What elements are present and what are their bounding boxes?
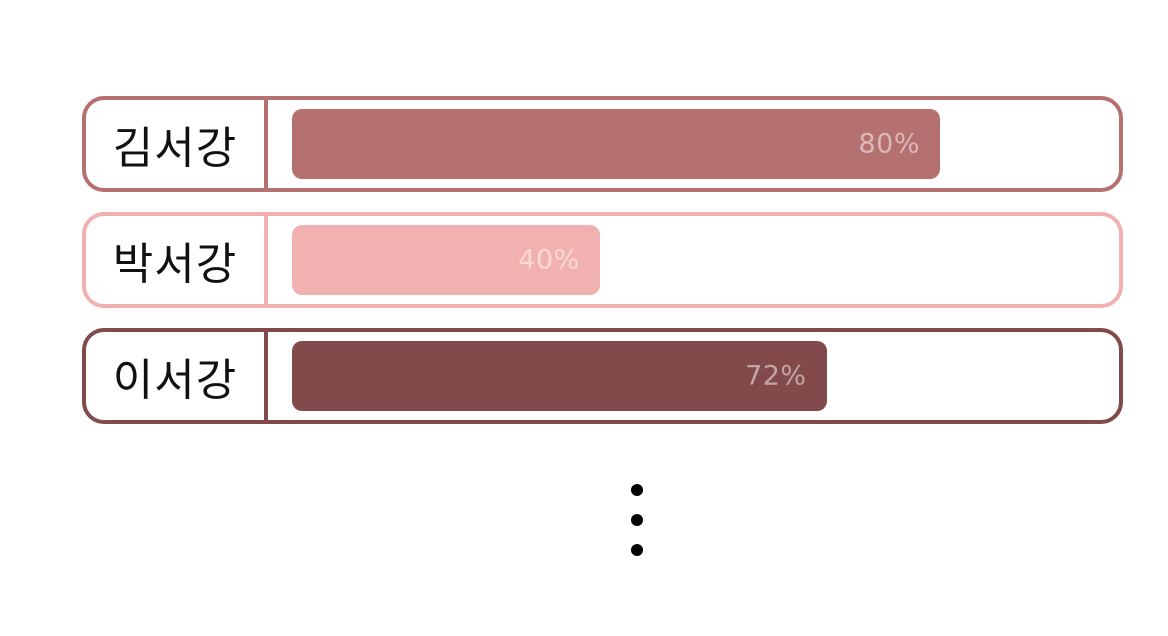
progress-row[interactable]: 이서강 72% xyxy=(82,328,1123,424)
progress-track: 80% xyxy=(292,109,1102,179)
progress-row[interactable]: 박서강 40% xyxy=(82,212,1123,308)
ellipsis-dot xyxy=(631,544,643,556)
progress-list: 김서강 80% 박서강 40% 이서강 72% xyxy=(82,96,1123,424)
progress-percent-label: 72% xyxy=(745,360,807,392)
progress-track: 40% xyxy=(292,225,1102,295)
row-name-label: 이서강 xyxy=(86,332,268,420)
progress-bar: 40% xyxy=(292,225,600,295)
progress-percent-label: 80% xyxy=(858,128,920,160)
progress-bar: 72% xyxy=(292,341,827,411)
progress-bar: 80% xyxy=(292,109,940,179)
vertical-ellipsis-icon[interactable] xyxy=(626,480,648,560)
ellipsis-dot xyxy=(631,514,643,526)
progress-track: 72% xyxy=(292,341,1102,411)
row-name-label: 박서강 xyxy=(86,216,268,304)
row-name-label: 김서강 xyxy=(86,100,268,188)
progress-percent-label: 40% xyxy=(518,244,580,276)
ellipsis-dot xyxy=(631,484,643,496)
progress-row[interactable]: 김서강 80% xyxy=(82,96,1123,192)
